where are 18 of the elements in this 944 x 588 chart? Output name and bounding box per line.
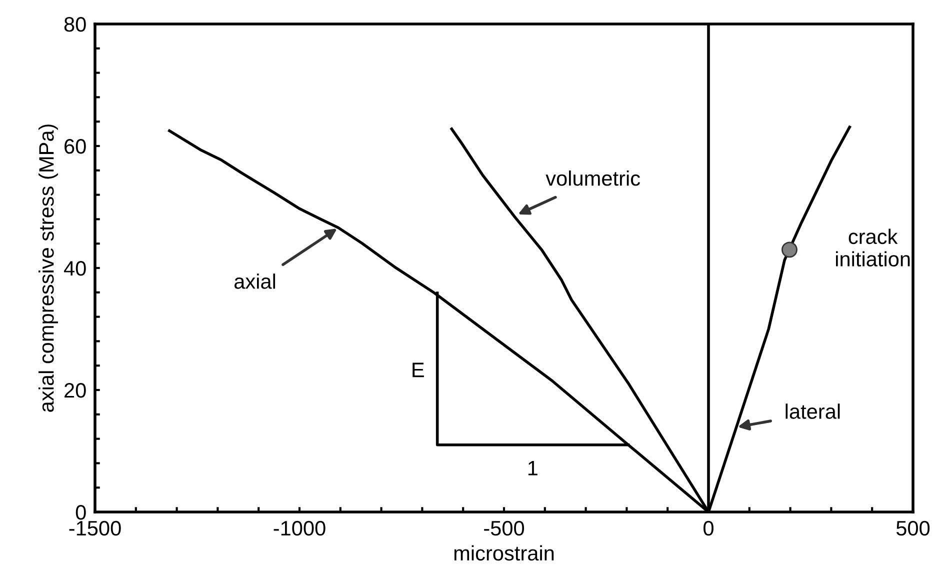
- y-tick-label: 40: [64, 261, 86, 276]
- y-tick-label: 20: [64, 383, 86, 398]
- x-tick-label: -1000: [274, 520, 326, 536]
- y-tick-label: 60: [64, 139, 86, 154]
- y-axis-title: axial compressive stress (MPa): [38, 124, 58, 412]
- annotation: volumetric: [546, 170, 640, 186]
- annotation: axial: [234, 274, 276, 289]
- annotation: 1: [528, 460, 538, 476]
- x-tick-label: -1500: [69, 520, 121, 536]
- x-axis-title: microstrain: [454, 545, 554, 561]
- x-tick-label: -500: [484, 520, 524, 536]
- annotation: lateral: [786, 404, 840, 419]
- annotation: crack initiation: [836, 228, 910, 267]
- annotation: E: [412, 362, 424, 378]
- x-tick-label: 500: [896, 520, 930, 536]
- x-tick-label: 0: [704, 520, 714, 536]
- y-tick-label: 80: [64, 17, 86, 32]
- y-tick-label: 0: [76, 505, 86, 520]
